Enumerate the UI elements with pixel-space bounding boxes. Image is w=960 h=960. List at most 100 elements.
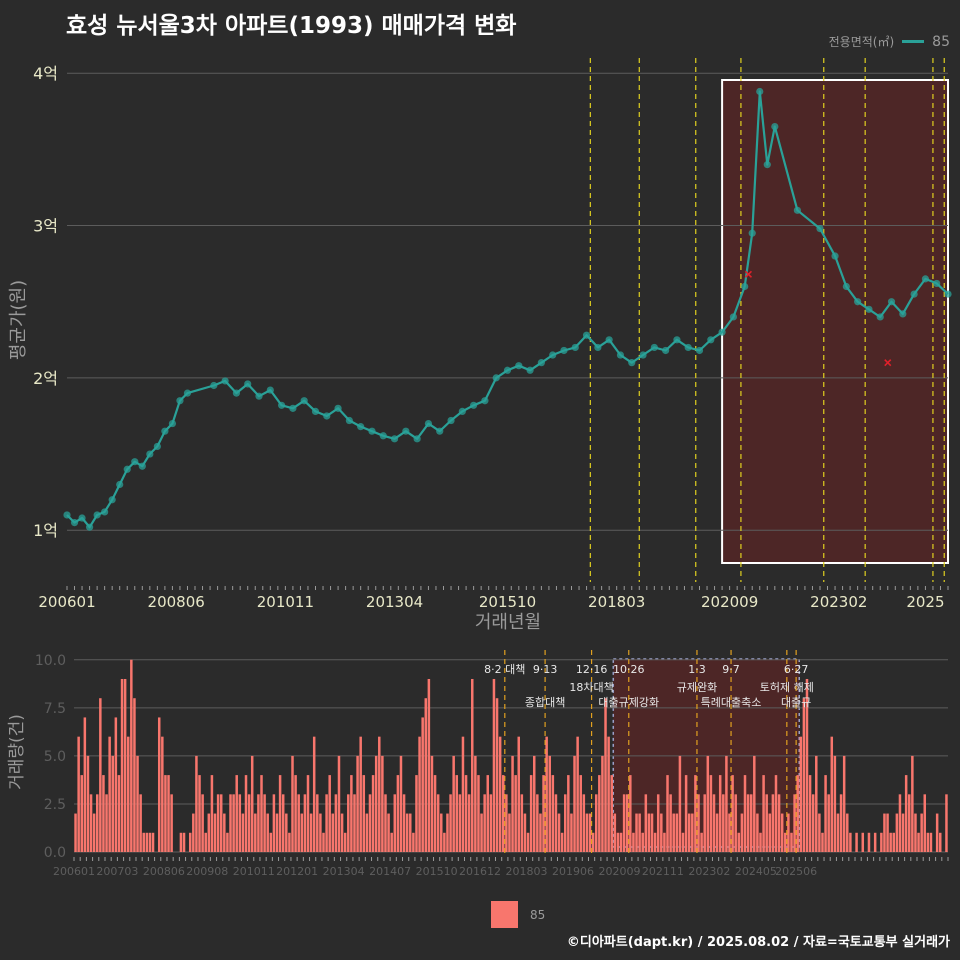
highlight-box-top <box>721 79 949 564</box>
volume-bar <box>142 832 145 852</box>
volume-bar <box>796 775 799 852</box>
volume-bar <box>123 678 127 852</box>
y-axis-title-bottom: 거래량(건) <box>7 714 27 790</box>
volume-bar <box>917 832 920 852</box>
data-point <box>108 496 116 504</box>
volume-bar <box>219 794 223 852</box>
volume-bar <box>895 813 899 852</box>
volume-bar <box>629 775 632 852</box>
data-point <box>323 412 331 420</box>
volume-bar <box>471 678 474 852</box>
data-point <box>101 508 109 516</box>
data-point <box>368 427 376 435</box>
volume-bar <box>325 794 328 852</box>
volume-bar <box>458 794 462 852</box>
volume-bar <box>170 794 173 852</box>
policy-label-name: 대출규제강화 <box>598 696 659 709</box>
volume-bar <box>833 755 837 852</box>
data-point <box>707 336 715 344</box>
volume-bar <box>650 813 654 852</box>
volume-bar <box>272 794 276 852</box>
x-tick-label: 201803 <box>588 593 645 611</box>
legend-bottom-label: 85 <box>530 907 546 922</box>
data-point <box>255 392 263 400</box>
volume-bar <box>542 775 545 852</box>
volume-bar <box>443 832 446 852</box>
volume-bar <box>914 813 917 852</box>
volume-bar <box>381 755 384 852</box>
data-point <box>123 465 131 473</box>
volume-bar <box>418 736 421 852</box>
volume-bar <box>697 794 700 852</box>
volume-bar <box>179 832 183 852</box>
policy-label-name: 토허제 해제 <box>760 680 814 694</box>
volume-bar <box>371 775 375 852</box>
volume-bar <box>681 832 685 852</box>
data-point <box>93 511 101 519</box>
volume-bar <box>802 698 806 852</box>
volume-bar <box>762 775 765 852</box>
volume-bar <box>517 736 520 852</box>
volume-bar <box>687 813 691 852</box>
volume-bar <box>824 775 827 852</box>
data-point <box>605 336 613 344</box>
data-point <box>447 416 455 425</box>
volume-bar <box>114 717 118 852</box>
data-point <box>560 346 568 355</box>
data-point <box>537 359 545 367</box>
volume-bar <box>768 813 772 852</box>
volume-bar <box>777 794 781 852</box>
volume-bar <box>362 775 366 852</box>
volume-bar <box>771 794 775 852</box>
volume-bar <box>449 794 452 852</box>
volume-bar <box>653 832 657 852</box>
volume-bar <box>303 794 307 852</box>
data-point <box>526 366 534 374</box>
volume-bar <box>195 755 198 852</box>
volume-bar <box>625 794 629 852</box>
volume-bar <box>455 775 459 852</box>
volume-bar <box>368 794 372 852</box>
data-point <box>515 362 523 370</box>
volume-bar <box>266 813 269 852</box>
volume-bar <box>495 698 499 852</box>
data-point <box>138 462 146 470</box>
volume-bar <box>477 775 480 852</box>
volume-bar <box>207 813 211 852</box>
volume-bar <box>213 813 217 852</box>
volume-bar <box>846 813 849 852</box>
volume-bar <box>591 832 595 852</box>
volume-bar <box>873 832 877 852</box>
volume-bar <box>365 813 369 852</box>
volume-bar <box>610 775 613 852</box>
data-point <box>865 305 873 313</box>
volume-bar <box>855 832 858 852</box>
data-point <box>771 122 779 131</box>
volume-bar <box>133 698 136 852</box>
data-point <box>793 206 802 214</box>
data-point <box>481 397 489 405</box>
y-tick-label-bottom: 0.0 <box>44 845 66 861</box>
volume-bar <box>486 775 490 852</box>
data-point <box>876 313 884 321</box>
volume-bar <box>309 813 313 852</box>
data-point <box>842 282 850 291</box>
volume-bar <box>250 755 254 852</box>
volume-bar <box>632 832 635 852</box>
volume-bar <box>294 775 297 852</box>
volume-bar <box>539 813 542 852</box>
volume-bar <box>560 832 564 852</box>
volume-bar <box>433 775 437 852</box>
volume-bar <box>663 832 666 852</box>
volume-bar <box>452 755 455 852</box>
volume-bar <box>774 775 778 852</box>
volume-bar <box>216 794 220 852</box>
volume-bar <box>647 813 651 852</box>
volume-bar <box>74 813 77 852</box>
volume-bar <box>523 813 527 852</box>
data-point <box>582 331 591 339</box>
policy-label-name: 대출규 <box>781 696 811 709</box>
data-point <box>756 87 764 96</box>
volume-bar <box>570 813 573 852</box>
